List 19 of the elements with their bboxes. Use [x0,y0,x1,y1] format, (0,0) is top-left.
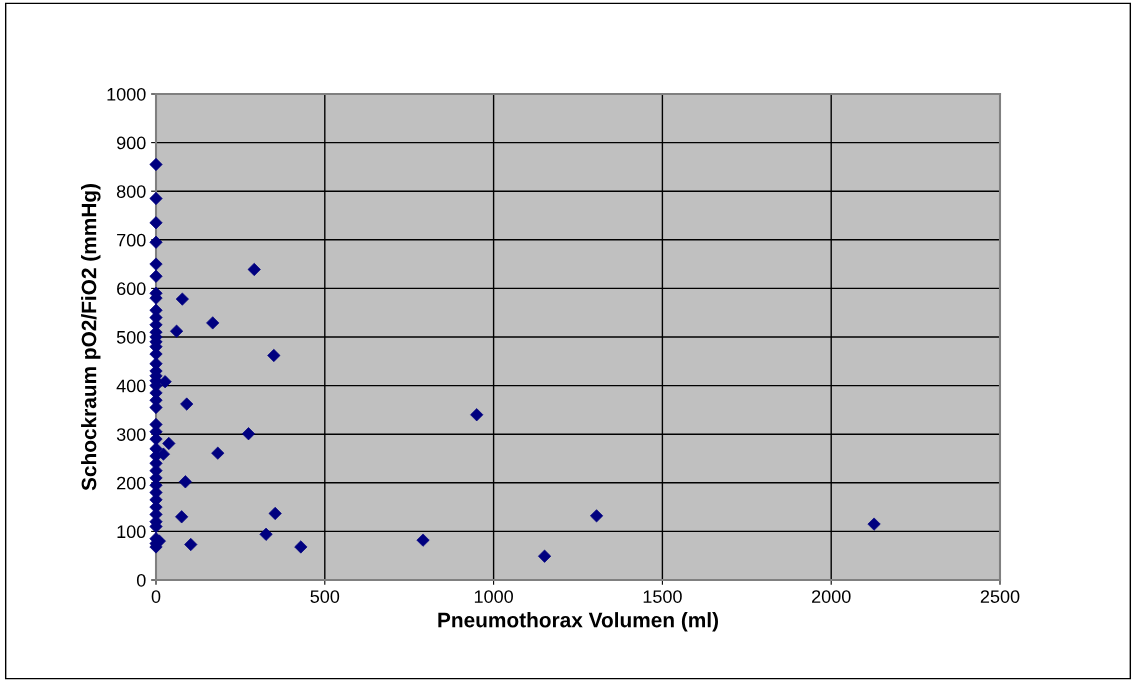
x-tick-label: 0 [151,590,161,603]
x-tick-label: 1500 [643,590,682,603]
y-tick-label: 600 [117,282,146,296]
y-tick-label: 1000 [107,87,146,101]
y-tick-label: 400 [116,379,146,393]
y-tick-label: 500 [116,330,146,344]
x-tick-label: 1000 [474,590,513,603]
y-tick-label: 300 [116,428,146,441]
x-tick-label: 500 [310,590,340,603]
x-axis-title: Pneumothorax Volumen (ml) [438,612,718,632]
x-tick-label: 2500 [980,590,1020,603]
y-tick-label: 900 [117,136,146,150]
y-tick-label: 800 [116,185,146,198]
y-tick-label: 100 [117,525,146,539]
x-tick-label: 2000 [812,590,851,603]
y-tick-label: 0 [136,573,146,587]
y-tick-label: 700 [117,233,146,247]
y-tick-label: 200 [117,476,146,490]
y-axis-title: Schockraum pO2/FiO2 (mmHg) [81,184,101,491]
